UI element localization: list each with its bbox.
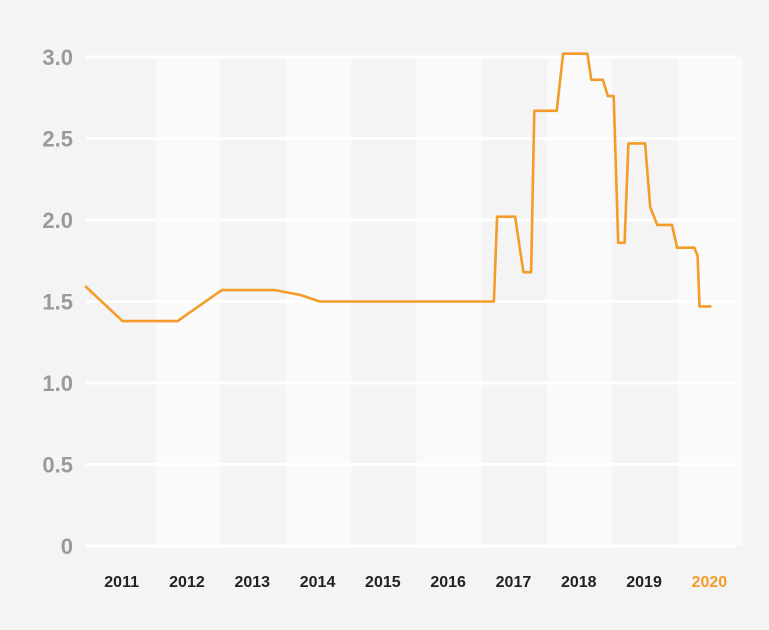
x-tick-label: 2011: [104, 574, 139, 591]
y-tick-label: 3.0: [42, 45, 73, 70]
y-tick-label: 1.5: [42, 290, 73, 315]
y-tick-label: 2.5: [42, 127, 73, 152]
x-tick-label: 2016: [430, 574, 466, 591]
x-tick-label: 2015: [365, 574, 401, 591]
y-tick-label: 0.5: [42, 453, 73, 478]
y-tick-label: 1.0: [42, 371, 73, 396]
x-tick-label: 2014: [300, 574, 336, 591]
x-tick-label: 2020: [692, 574, 728, 591]
x-tick-label: 2013: [234, 574, 270, 591]
y-axis-ticks: 0 0.5 1.0 1.5 2.0 2.5 3.0: [42, 45, 73, 559]
x-tick-label: 2018: [561, 574, 597, 591]
x-tick-label: 2017: [496, 574, 532, 591]
x-axis-ticks: 2011 2012 2013 2014 2015 2016 2017 2018 2019 2020: [104, 574, 727, 591]
series-group: [84, 52, 712, 323]
x-tick-label: 2012: [169, 574, 205, 591]
x-tick-label: 2019: [626, 574, 662, 591]
gridlines: [86, 55, 736, 548]
y-tick-label: 2.0: [42, 208, 73, 233]
y-tick-label: 0: [61, 534, 73, 559]
series-line: [84, 52, 712, 323]
